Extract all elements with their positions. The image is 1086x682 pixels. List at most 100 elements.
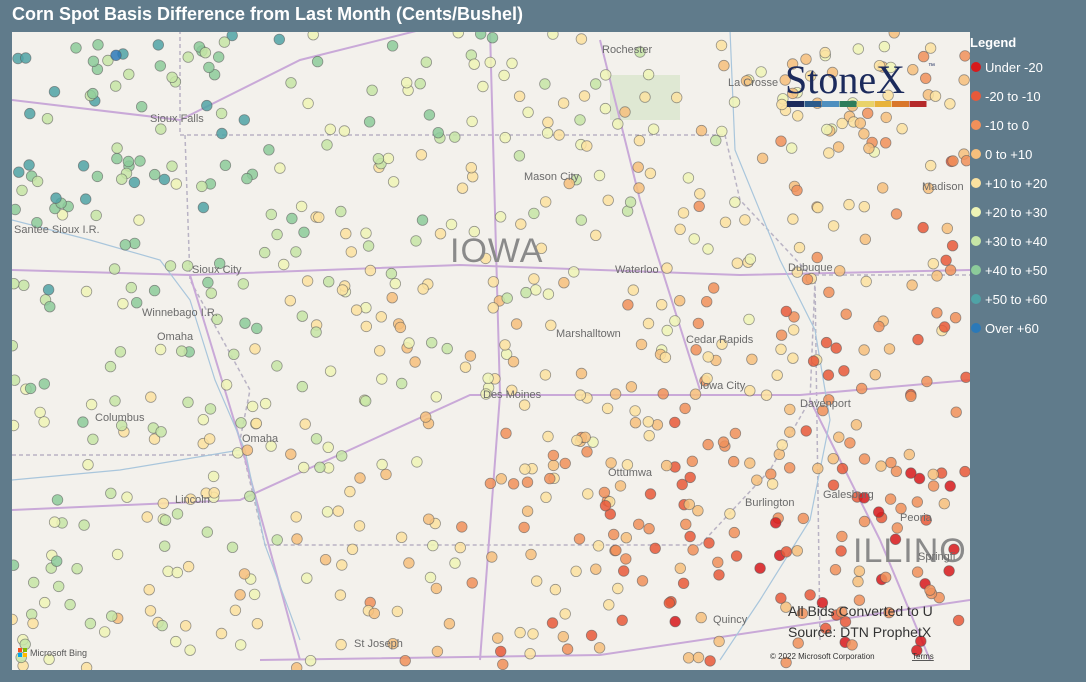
bid-dot <box>350 304 363 316</box>
bid-dot <box>692 505 704 517</box>
bid-dot <box>80 661 93 670</box>
bid-dot <box>334 589 347 601</box>
bid-dot <box>179 620 192 632</box>
bid-dot <box>827 220 840 232</box>
bid-dot <box>111 548 124 561</box>
legend-label: 0 to +10 <box>985 147 1032 162</box>
bid-dot <box>633 134 646 147</box>
bid-dot <box>510 318 523 330</box>
bid-dot <box>399 655 411 667</box>
bid-dot <box>525 548 537 561</box>
bid-dot <box>249 343 261 355</box>
bid-dot <box>507 356 520 368</box>
bid-dot <box>336 284 349 296</box>
bid-dot <box>171 508 184 520</box>
map-label: Marshalltown <box>556 328 621 340</box>
bid-dot <box>582 488 594 500</box>
legend-swatch <box>971 120 981 130</box>
bid-dot <box>924 584 936 596</box>
note: All Bids Converted to U <box>788 603 933 619</box>
bid-dot <box>683 498 696 511</box>
bid-dot <box>663 597 676 609</box>
bid-dot <box>487 302 499 314</box>
bid-dot <box>527 628 539 640</box>
bid-dot <box>820 336 833 349</box>
bid-dot <box>513 90 526 103</box>
bid-dot <box>823 394 835 406</box>
bid-dot <box>558 277 570 289</box>
map-label: Columbus <box>95 412 145 424</box>
bid-dot <box>612 582 624 595</box>
bid-dot <box>417 283 429 295</box>
bid-dot <box>466 577 478 589</box>
bid-dot <box>468 58 480 70</box>
bid-dot <box>449 557 461 569</box>
bid-dot <box>927 468 939 481</box>
bid-dot <box>669 416 681 429</box>
bid-dot <box>324 123 337 136</box>
bid-dot <box>800 53 812 65</box>
bid-dot <box>784 426 796 438</box>
terms-link[interactable]: Terms <box>912 652 934 661</box>
bid-dot <box>925 159 937 172</box>
bid-dot <box>570 565 582 578</box>
bid-dot <box>656 299 668 311</box>
bid-dot <box>927 258 940 270</box>
bid-dot <box>430 582 443 595</box>
bid-dot <box>804 70 817 82</box>
bid-dot <box>452 32 464 39</box>
bid-dot <box>787 352 799 364</box>
bid-dot <box>674 562 687 575</box>
bid-dot <box>687 544 699 556</box>
bid-dot <box>286 212 298 225</box>
bid-dot <box>911 644 923 657</box>
bid-dot <box>271 360 283 372</box>
bid-dot <box>827 453 839 465</box>
bid-dot <box>202 276 214 289</box>
bid-dot <box>23 159 35 171</box>
bid-dot <box>321 506 334 518</box>
bid-dot <box>284 295 297 307</box>
bid-dot <box>376 373 388 385</box>
bid-dot <box>338 125 351 137</box>
bid-dot <box>614 480 627 492</box>
bid-dot <box>856 382 868 395</box>
bid-dot <box>891 522 904 534</box>
bid-dot <box>599 102 612 115</box>
bid-dot <box>459 361 472 373</box>
bid-dot <box>53 580 65 593</box>
bid-dot <box>239 317 251 329</box>
bid-dot <box>12 613 18 626</box>
bid-dot <box>143 584 155 596</box>
bid-dot <box>686 455 699 468</box>
legend-title: Legend <box>970 35 1016 50</box>
bid-dot <box>211 313 223 326</box>
bid-dot <box>212 51 225 63</box>
bid-dot <box>780 546 793 558</box>
bid-dot <box>944 98 956 110</box>
bid-dot <box>702 438 714 451</box>
bid-dot <box>890 465 903 478</box>
bid-dot <box>713 635 725 648</box>
bid-dot <box>905 390 917 403</box>
bid-dot <box>812 201 824 214</box>
bid-dot <box>739 214 751 226</box>
bid-dot <box>553 129 565 141</box>
bid-dot <box>835 545 847 557</box>
map: Rochester La Crosse Sioux Falls Mason Ci… <box>12 32 970 670</box>
bid-dot <box>838 365 850 377</box>
bid-dot <box>215 627 228 640</box>
bid-dot <box>468 225 481 238</box>
legend-label: +40 to +50 <box>985 263 1047 278</box>
bid-dot <box>134 155 146 167</box>
bid-dot <box>843 198 855 211</box>
bid-dot <box>669 615 681 628</box>
bid-dot <box>456 521 468 533</box>
bid-dot <box>98 626 111 638</box>
bid-dot <box>117 298 129 310</box>
bid-dot <box>464 350 477 362</box>
bing-icon <box>18 648 22 652</box>
bid-dot <box>946 239 959 252</box>
bid-dot <box>152 39 165 51</box>
bid-dot <box>829 564 842 576</box>
